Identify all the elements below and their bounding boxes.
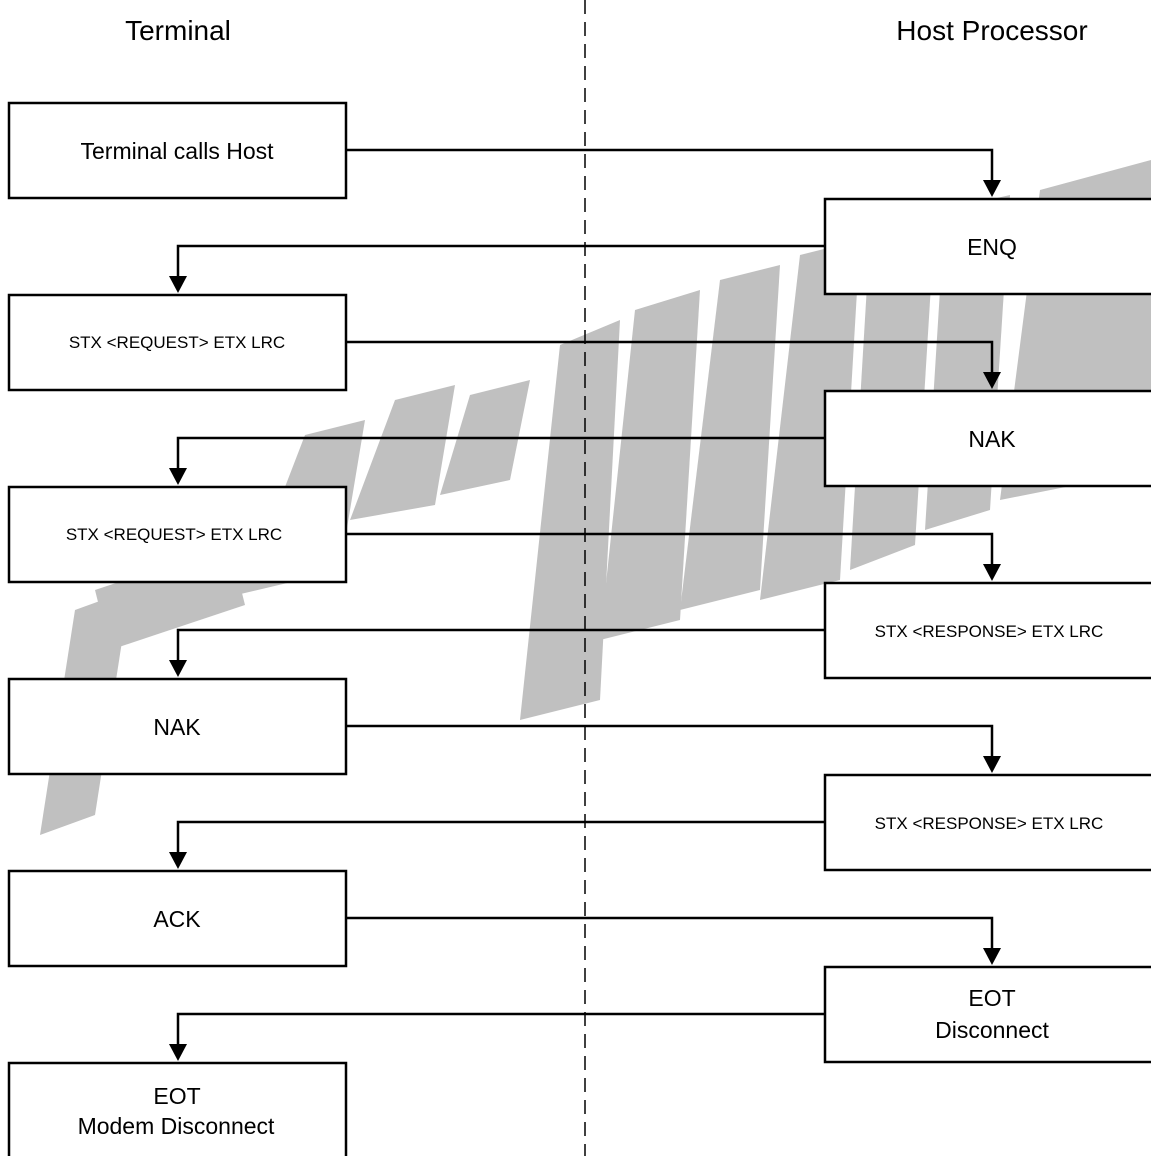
connector-1 xyxy=(346,148,994,186)
terminal-column-title: Terminal xyxy=(125,15,231,46)
host-box-3-label: STX <RESPONSE> ETX LRC xyxy=(875,622,1104,641)
connector-2 xyxy=(176,244,825,282)
connector-4 xyxy=(176,436,825,474)
arrowhead-6 xyxy=(169,660,187,677)
arrowhead-2 xyxy=(169,276,187,293)
host-box-3: STX <RESPONSE> ETX LRC xyxy=(823,581,1151,680)
terminal-box-4-label: NAK xyxy=(153,714,201,740)
host-box-5-label-2: Disconnect xyxy=(935,1017,1049,1043)
host-box-4: STX <RESPONSE> ETX LRC xyxy=(823,773,1151,872)
host-box-5-label-1: EOT xyxy=(968,985,1015,1011)
arrowhead-3 xyxy=(983,372,1001,389)
terminal-box-5-label: ACK xyxy=(153,906,201,932)
host-column-title: Host Processor xyxy=(896,15,1087,46)
arrowhead-7 xyxy=(983,756,1001,773)
connector-7 xyxy=(346,724,994,762)
terminal-box-6-label-1: EOT xyxy=(153,1083,200,1109)
terminal-box-3: STX <REQUEST> ETX LRC xyxy=(7,485,348,584)
connector-10 xyxy=(176,1012,825,1050)
terminal-box-1-label: Terminal calls Host xyxy=(81,138,275,164)
terminal-box-1: Terminal calls Host xyxy=(7,101,348,200)
host-box-2: NAK xyxy=(823,389,1151,488)
connector-6 xyxy=(176,628,825,666)
arrowhead-10 xyxy=(169,1044,187,1061)
arrowhead-9 xyxy=(983,948,1001,965)
host-box-2-label: NAK xyxy=(968,426,1016,452)
terminal-box-6: EOT Modem Disconnect xyxy=(7,1061,348,1156)
host-box-1: ENQ xyxy=(823,197,1151,296)
terminal-box-3-label: STX <REQUEST> ETX LRC xyxy=(66,525,282,544)
arrowhead-4 xyxy=(169,468,187,485)
connectors xyxy=(169,148,1001,1061)
terminal-box-6-label-2: Modem Disconnect xyxy=(78,1113,275,1139)
host-box-4-label: STX <RESPONSE> ETX LRC xyxy=(875,814,1104,833)
arrowhead-5 xyxy=(983,564,1001,581)
terminal-box-2-label: STX <REQUEST> ETX LRC xyxy=(69,333,285,352)
connector-9 xyxy=(346,916,994,954)
connector-8 xyxy=(176,820,825,858)
terminal-box-4: NAK xyxy=(7,677,348,776)
connector-5 xyxy=(346,532,994,570)
host-box-1-label: ENQ xyxy=(967,234,1017,260)
terminal-box-2: STX <REQUEST> ETX LRC xyxy=(7,293,348,392)
host-box-5: EOT Disconnect xyxy=(823,965,1151,1064)
connector-3 xyxy=(346,340,994,378)
terminal-box-5: ACK xyxy=(7,869,348,968)
arrowhead-1 xyxy=(983,180,1001,197)
arrowhead-8 xyxy=(169,852,187,869)
